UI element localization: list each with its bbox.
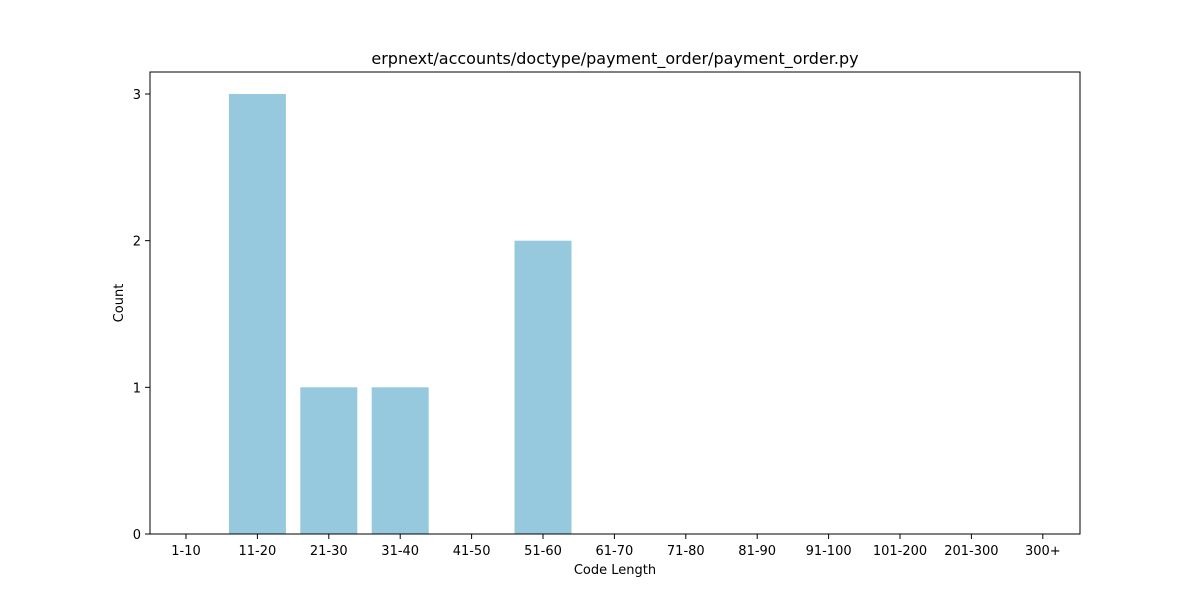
bar-11-20 <box>228 94 286 534</box>
bar-51-60 <box>514 240 572 534</box>
y-tick-label: 1 <box>133 381 141 396</box>
x-tick-label: 91-100 <box>806 544 852 559</box>
x-tick-label: 51-60 <box>524 544 562 559</box>
x-tick-label: 11-20 <box>239 544 277 559</box>
y-tick-label: 2 <box>133 235 141 250</box>
y-tick-label: 3 <box>133 88 141 103</box>
x-tick-label: 300+ <box>1025 544 1061 559</box>
x-tick-label: 71-80 <box>667 544 705 559</box>
x-axis-ticks: 1-10 11-20 21-30 31-40 41-50 51-60 61-70 71-80 8… <box>171 534 1061 559</box>
x-tick-label: 41-50 <box>453 544 491 559</box>
y-axis-label: Count <box>112 284 127 323</box>
x-tick-label: 21-30 <box>310 544 348 559</box>
x-tick-label: 81-90 <box>738 544 776 559</box>
plot-area-frame <box>149 71 1081 535</box>
x-tick-label: 201-300 <box>944 544 998 559</box>
bars-group <box>228 94 572 534</box>
x-tick-label: 61-70 <box>596 544 634 559</box>
x-tick-label: 101-200 <box>873 544 927 559</box>
bar-21-30 <box>300 387 358 534</box>
chart-title: erpnext/accounts/doctype/payment_order/p… <box>371 49 858 69</box>
x-axis-label: Code Length <box>574 563 656 578</box>
bar-31-40 <box>371 387 429 534</box>
y-tick-label: 0 <box>133 528 141 543</box>
y-axis-ticks: 0 1 2 3 <box>133 88 150 543</box>
x-tick-label: 31-40 <box>381 544 419 559</box>
x-tick-label: 1-10 <box>171 544 201 559</box>
